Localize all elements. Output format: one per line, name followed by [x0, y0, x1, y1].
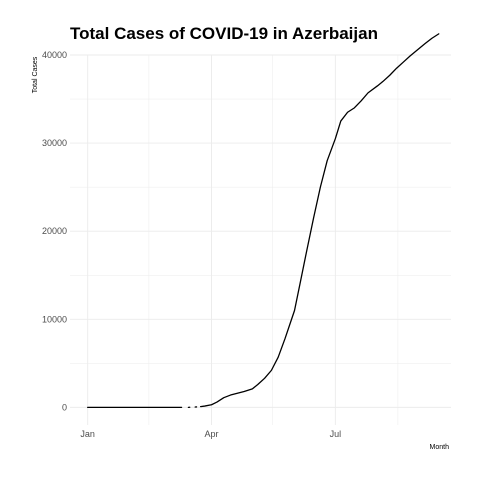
- y-tick-label: 30000: [42, 138, 67, 148]
- y-tick-label: 40000: [42, 50, 67, 60]
- y-tick-label: 10000: [42, 314, 67, 324]
- chart-title: Total Cases of COVID-19 in Azerbaijan: [70, 24, 378, 43]
- y-tick-label: 0: [62, 402, 67, 412]
- series-line-segment-4: [199, 33, 440, 408]
- x-tick-labels: Jan Apr Jul: [80, 429, 341, 439]
- x-tick-label: Apr: [205, 429, 219, 439]
- y-tick-labels: 0 10000 20000 30000 40000: [42, 50, 67, 412]
- y-axis-title: Total Cases: [32, 56, 39, 93]
- y-tick-label: 20000: [42, 226, 67, 236]
- x-tick-label: Jan: [80, 429, 95, 439]
- x-axis-title: Month: [430, 444, 450, 451]
- grid-lines: [70, 54, 451, 425]
- series-lines: [87, 33, 440, 409]
- x-tick-label: Jul: [330, 429, 342, 439]
